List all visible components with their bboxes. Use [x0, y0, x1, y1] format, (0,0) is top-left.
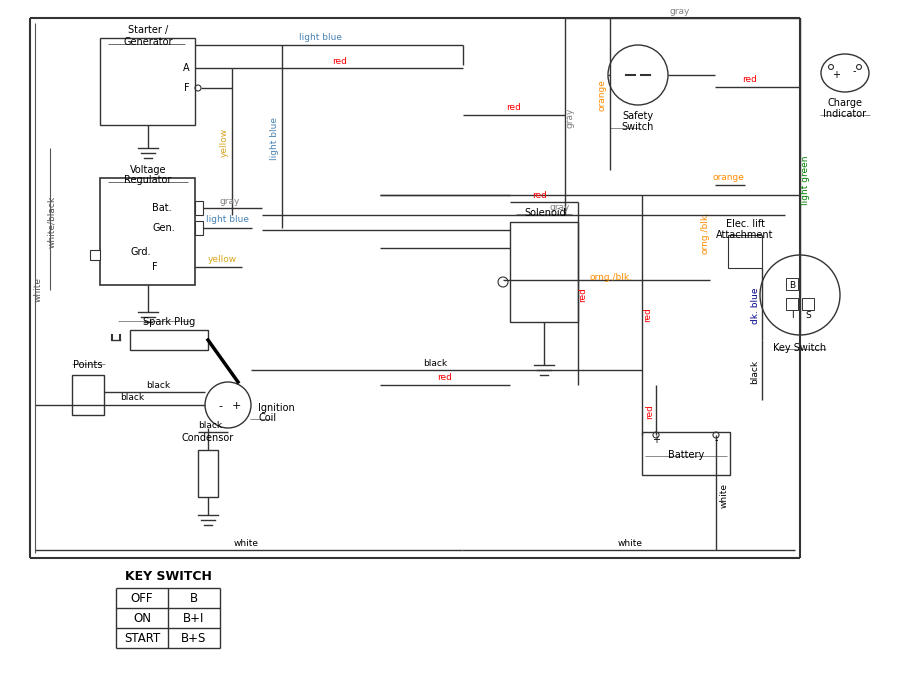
Bar: [198, 450, 218, 497]
Bar: [728, 235, 762, 268]
Bar: [195, 221, 203, 235]
Text: Indicator: Indicator: [824, 109, 866, 119]
Text: Key Switch: Key Switch: [773, 343, 826, 353]
Text: F: F: [184, 83, 190, 93]
Text: white/black: white/black: [47, 196, 57, 248]
Text: -: -: [714, 435, 718, 445]
Text: A: A: [184, 63, 190, 73]
Bar: [642, 432, 730, 475]
Text: Attachment: Attachment: [717, 230, 773, 240]
Text: -: -: [852, 66, 855, 76]
Text: +: +: [832, 70, 840, 80]
Text: +: +: [652, 435, 660, 445]
Bar: [72, 375, 104, 415]
Text: black: black: [423, 358, 447, 368]
Text: B+I: B+I: [184, 612, 205, 624]
Text: Regulator: Regulator: [124, 175, 172, 185]
Text: yellow: yellow: [219, 127, 228, 157]
Text: ON: ON: [133, 612, 151, 624]
Bar: [100, 178, 195, 285]
Text: white: white: [719, 482, 729, 508]
Text: Grd.: Grd.: [130, 247, 151, 257]
Text: yellow: yellow: [207, 256, 236, 265]
Text: Switch: Switch: [622, 122, 655, 132]
Text: gray: gray: [670, 6, 690, 15]
Text: white: white: [617, 538, 643, 547]
Text: Coil: Coil: [258, 413, 276, 423]
Text: black: black: [198, 421, 222, 430]
Text: red: red: [532, 190, 548, 199]
Bar: [90, 250, 100, 260]
Text: +: +: [231, 401, 241, 411]
Bar: [195, 201, 203, 215]
Text: Spark Plug: Spark Plug: [142, 317, 195, 327]
Text: Gen.: Gen.: [152, 223, 174, 233]
Bar: [786, 298, 798, 310]
Text: dk. blue: dk. blue: [750, 288, 760, 324]
Text: Safety: Safety: [623, 111, 654, 121]
Text: black: black: [750, 360, 760, 384]
Bar: [510, 222, 578, 322]
Text: red: red: [437, 374, 453, 382]
Text: red: red: [742, 76, 758, 85]
Bar: [802, 298, 814, 310]
Text: B+S: B+S: [182, 631, 206, 645]
Text: white: white: [34, 277, 43, 302]
Text: -: -: [218, 401, 222, 411]
Text: Ignition: Ignition: [258, 403, 295, 413]
Text: gray: gray: [550, 204, 571, 213]
Text: orange: orange: [597, 79, 606, 111]
Text: red: red: [644, 307, 653, 323]
Bar: [100, 38, 195, 125]
Text: S: S: [805, 311, 811, 319]
Text: Generator: Generator: [123, 37, 173, 47]
Text: I: I: [791, 311, 793, 319]
Text: B: B: [190, 592, 198, 605]
Text: Battery: Battery: [668, 450, 704, 460]
Text: red: red: [507, 104, 521, 113]
Text: light blue: light blue: [269, 116, 278, 160]
Text: Points: Points: [73, 360, 103, 370]
Text: B: B: [789, 281, 795, 290]
Bar: [130, 330, 208, 350]
Text: Voltage: Voltage: [130, 165, 166, 175]
Text: START: START: [124, 631, 160, 645]
Text: black: black: [120, 393, 144, 402]
Text: white: white: [234, 538, 258, 547]
Text: KEY SWITCH: KEY SWITCH: [124, 570, 212, 582]
Text: orange: orange: [712, 174, 744, 183]
Text: Condensor: Condensor: [182, 433, 234, 443]
Bar: [786, 278, 798, 290]
Text: red: red: [645, 405, 655, 419]
Text: Charge: Charge: [827, 98, 863, 108]
Text: Bat.: Bat.: [152, 203, 172, 213]
Text: black: black: [146, 381, 170, 389]
Text: gray: gray: [220, 197, 240, 206]
Text: Elec. lift: Elec. lift: [726, 219, 764, 229]
Text: Starter /: Starter /: [128, 25, 168, 35]
Text: red: red: [332, 57, 348, 66]
Text: light green: light green: [802, 155, 811, 204]
Text: orng./blk.: orng./blk.: [700, 211, 709, 253]
Text: red: red: [579, 288, 587, 302]
Text: light blue: light blue: [205, 216, 248, 225]
Text: F: F: [152, 262, 158, 272]
Text: Solenoid: Solenoid: [524, 208, 566, 218]
Text: OFF: OFF: [131, 592, 153, 605]
Text: gray: gray: [565, 108, 574, 128]
Text: orng./blk.: orng./blk.: [590, 274, 633, 283]
Text: light blue: light blue: [299, 32, 341, 41]
